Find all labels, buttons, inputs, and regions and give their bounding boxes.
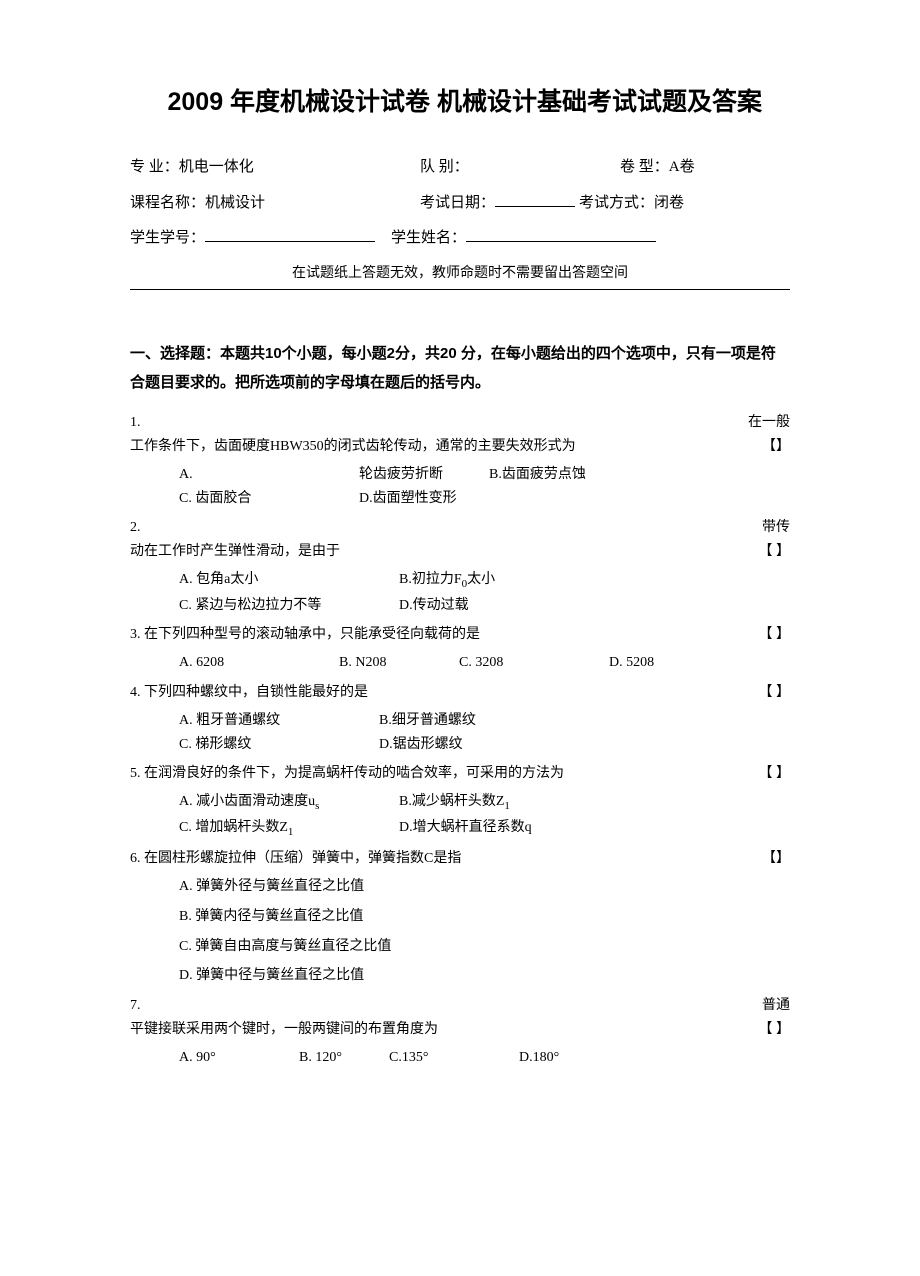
major-label: 专 业： [130, 159, 179, 175]
q1-pre: 在一般 [738, 411, 790, 435]
q2-opt-d: D.传动过载 [399, 594, 469, 618]
q1-options: A. 轮齿疲劳折断 B.齿面疲劳点蚀 C. 齿面胶合 D.齿面塑性变形 [130, 463, 790, 511]
q5-opt-a: A. 减小齿面滑动速度us [179, 790, 399, 815]
course-field: 课程名称：机械设计 [130, 191, 420, 217]
q3-opt-a: A. 6208 [179, 651, 339, 675]
q2-opt-c: C. 紧边与松边拉力不等 [179, 594, 399, 618]
q7-opt-b: B. 120° [299, 1046, 389, 1070]
info-row-1: 专 业：机电一体化 队 别： 卷 型：A卷 [130, 155, 790, 181]
q7-text: 平键接联采用两个键时，一般两键间的布置角度为 [130, 1018, 749, 1042]
student-id-label: 学生学号： [130, 230, 205, 246]
info-row-2: 课程名称：机械设计 考试日期： 考试方式：闭卷 [130, 191, 790, 217]
q7-pre: 普通 [752, 994, 790, 1018]
q3-bracket: 【 】 [749, 623, 791, 647]
major-value: 机电一体化 [179, 159, 254, 175]
q1-opt-c: C. 齿面胶合 [179, 487, 359, 511]
q3-opt-b: B. N208 [339, 651, 459, 675]
q3-text: 3. 在下列四种型号的滚动轴承中，只能承受径向载荷的是 [130, 623, 749, 647]
exam-method-field: 考试方式：闭卷 [579, 191, 684, 217]
answer-note: 在试题纸上答题无效，教师命题时不需要留出答题空间 [130, 262, 790, 291]
student-name-field: 学生姓名： [391, 226, 656, 252]
exam-date-label: 考试日期： [420, 195, 495, 211]
q4-text: 4. 下列四种螺纹中，自锁性能最好的是 [130, 681, 749, 705]
q7-bracket: 【 】 [749, 1018, 791, 1042]
course-label: 课程名称： [130, 195, 205, 211]
q1-bracket: 【】 [752, 435, 790, 459]
exam-method-value: 闭卷 [654, 195, 684, 211]
q7-opt-c: C.135° [389, 1046, 519, 1070]
q7-options: A. 90° B. 120° C.135° D.180° [130, 1046, 790, 1070]
q3-opt-d: D. 5208 [609, 651, 729, 675]
q1-opt-d: D.齿面塑性变形 [359, 487, 457, 511]
student-name-blank [466, 241, 656, 242]
q2-opt-b: B.初拉力F0太小 [399, 568, 495, 593]
page-title: 2009 年度机械设计试卷 机械设计基础考试试题及答案 [130, 80, 790, 125]
question-2: 2. 带传 动在工作时产生弹性滑动，是由于 【 】 [130, 516, 790, 564]
q4-opt-a: A. 粗牙普通螺纹 [179, 709, 379, 733]
q6-opt-a: A. 弹簧外径与簧丝直径之比值 [179, 875, 790, 899]
course-value: 机械设计 [205, 195, 265, 211]
question-1: 1. 在一般 工作条件下，齿面硬度HBW350的闭式齿轮传动，通常的主要失效形式… [130, 411, 790, 459]
team-field: 队 别： [420, 155, 620, 181]
student-id-field: 学生学号： [130, 226, 375, 252]
q2-options: A. 包角a太小 B.初拉力F0太小 C. 紧边与松边拉力不等 D.传动过载 [130, 568, 790, 617]
q5-bracket: 【 】 [749, 762, 791, 786]
q7-opt-d: D.180° [519, 1046, 559, 1070]
question-7: 7. 普通 平键接联采用两个键时，一般两键间的布置角度为 【 】 [130, 994, 790, 1042]
q4-opt-b: B.细牙普通螺纹 [379, 709, 476, 733]
exam-date-field: 考试日期： [420, 191, 575, 217]
q2-num: 2. [130, 516, 752, 540]
q5-opt-c: C. 增加蜗杆头数Z1 [179, 816, 399, 841]
q3-options: A. 6208 B. N208 C. 3208 D. 5208 [130, 651, 790, 675]
paper-type-value: A卷 [669, 159, 695, 175]
q4-opt-c: C. 梯形螺纹 [179, 733, 379, 757]
q6-opt-b: B. 弹簧内径与簧丝直径之比值 [179, 905, 790, 929]
q2-bracket: 【 】 [749, 540, 791, 564]
q1-opt-a-text: 轮齿疲劳折断 [359, 463, 489, 487]
q2-opt-a: A. 包角a太小 [179, 568, 399, 593]
q4-bracket: 【 】 [749, 681, 791, 705]
q5-text: 5. 在润滑良好的条件下，为提高蜗杆传动的啮合效率，可采用的方法为 [130, 762, 749, 786]
q4-opt-d: D.锯齿形螺纹 [379, 733, 463, 757]
question-5: 5. 在润滑良好的条件下，为提高蜗杆传动的啮合效率，可采用的方法为 【 】 [130, 762, 790, 786]
exam-date-blank [495, 206, 575, 207]
q6-opt-c: C. 弹簧自由高度与簧丝直径之比值 [179, 935, 790, 959]
q7-num: 7. [130, 994, 752, 1018]
q5-options: A. 减小齿面滑动速度us B.减少蜗杆头数Z1 C. 增加蜗杆头数Z1 D.增… [130, 790, 790, 841]
q5-opt-b: B.减少蜗杆头数Z1 [399, 790, 510, 815]
q6-bracket: 【】 [752, 847, 790, 871]
q6-text: 6. 在圆柱形螺旋拉伸（压缩）弹簧中，弹簧指数C是指 [130, 847, 752, 871]
q2-pre: 带传 [752, 516, 790, 540]
student-name-label: 学生姓名： [391, 230, 466, 246]
student-id-blank [205, 241, 375, 242]
q3-opt-c: C. 3208 [459, 651, 609, 675]
paper-type-label: 卷 型： [620, 159, 669, 175]
q7-opt-a: A. 90° [179, 1046, 299, 1070]
major-field: 专 业：机电一体化 [130, 155, 420, 181]
q4-options: A. 粗牙普通螺纹 B.细牙普通螺纹 C. 梯形螺纹 D.锯齿形螺纹 [130, 709, 790, 757]
q1-opt-b: B.齿面疲劳点蚀 [489, 463, 586, 487]
info-row-3: 学生学号： 学生姓名： [130, 226, 790, 252]
question-6: 6. 在圆柱形螺旋拉伸（压缩）弹簧中，弹簧指数C是指 【】 [130, 847, 790, 871]
exam-method-label: 考试方式： [579, 195, 654, 211]
q6-opt-d: D. 弹簧中径与簧丝直径之比值 [179, 964, 790, 988]
q5-opt-d: D.增大蜗杆直径系数q [399, 816, 532, 841]
q6-options: A. 弹簧外径与簧丝直径之比值 B. 弹簧内径与簧丝直径之比值 C. 弹簧自由高… [130, 875, 790, 988]
q1-num: 1. [130, 411, 738, 435]
q2-text: 动在工作时产生弹性滑动，是由于 [130, 540, 749, 564]
question-3: 3. 在下列四种型号的滚动轴承中，只能承受径向载荷的是 【 】 [130, 623, 790, 647]
q1-text: 工作条件下，齿面硬度HBW350的闭式齿轮传动，通常的主要失效形式为 [130, 435, 752, 459]
q1-opt-a-label: A. [179, 463, 359, 487]
question-4: 4. 下列四种螺纹中，自锁性能最好的是 【 】 [130, 681, 790, 705]
paper-type-field: 卷 型：A卷 [620, 155, 695, 181]
section-1-header: 一、选择题：本题共10个小题，每小题2分，共20 分，在每小题给出的四个选项中，… [130, 340, 790, 397]
